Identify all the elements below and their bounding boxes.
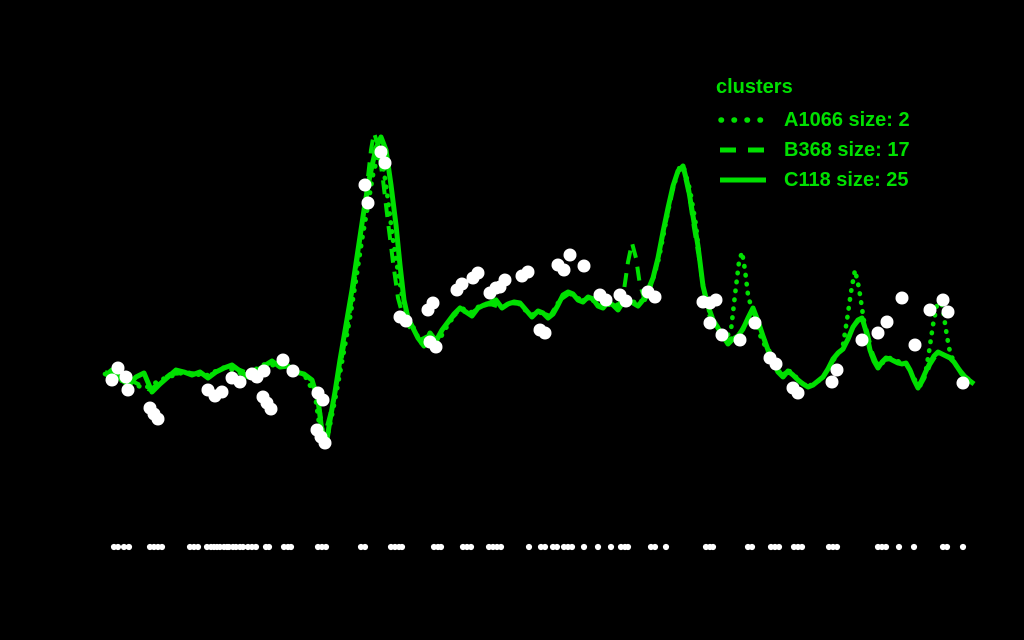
data-point-marker [105, 373, 119, 387]
data-point-marker [923, 303, 937, 317]
data-point-marker [599, 293, 613, 307]
data-point-marker [521, 265, 535, 279]
data-point-marker [426, 296, 440, 310]
rug-dot [607, 543, 615, 551]
rug-dot [624, 543, 632, 551]
rug-dot [398, 543, 406, 551]
rug-dot [265, 543, 273, 551]
data-point-marker [941, 305, 955, 319]
data-point-marker [855, 333, 869, 347]
legend-label-c118: C118 size: 25 [784, 168, 909, 191]
solid-line-key-icon [720, 177, 766, 183]
data-point-marker [215, 385, 229, 399]
data-point-marker [715, 328, 729, 342]
data-point-marker [956, 376, 970, 390]
rug-dot [775, 543, 783, 551]
data-point-marker [121, 383, 135, 397]
data-point-marker [455, 277, 469, 291]
data-point-marker [769, 357, 783, 371]
legend-entry-c118: C118 size: 25 [716, 165, 910, 195]
data-point-marker [498, 273, 512, 287]
data-point-marker [471, 266, 485, 280]
data-point-marker [619, 294, 633, 308]
data-point-marker [895, 291, 909, 305]
data-point-marker [880, 315, 894, 329]
data-point-marker [361, 196, 375, 210]
rug-dot [125, 543, 133, 551]
rug-dot [437, 543, 445, 551]
rug-dot [833, 543, 841, 551]
rug-dot [662, 543, 670, 551]
rug-dot [651, 543, 659, 551]
data-point-marker [233, 375, 247, 389]
rug-dot [120, 543, 128, 551]
rug-dot [525, 543, 533, 551]
data-point-marker [276, 353, 290, 367]
data-point-marker [733, 333, 747, 347]
legend-label-b368: B368 size: 17 [784, 138, 910, 161]
rug-dot [497, 543, 505, 551]
data-point-marker [825, 375, 839, 389]
rug-dot [252, 543, 260, 551]
data-point-marker [318, 436, 332, 450]
legend-title: clusters [716, 76, 793, 98]
rug-dot [594, 543, 602, 551]
data-point-marker [936, 293, 950, 307]
data-point-marker [316, 393, 330, 407]
data-point-marker [830, 363, 844, 377]
data-point-marker [538, 326, 552, 340]
rug-dot [114, 543, 122, 551]
data-point-marker [378, 156, 392, 170]
data-point-marker [908, 338, 922, 352]
rug-dot [287, 543, 295, 551]
legend-entry-b368: B368 size: 17 [716, 135, 910, 165]
legend-entry-a1066: A1066 size: 2 [716, 105, 910, 135]
data-point-marker [429, 340, 443, 354]
data-point-marker [374, 145, 388, 159]
data-point-marker [264, 402, 278, 416]
rug-dot [239, 543, 247, 551]
rug-dot [580, 543, 588, 551]
rug-dot [895, 543, 903, 551]
rug-dot [748, 543, 756, 551]
rug-dot [910, 543, 918, 551]
data-point-marker [871, 326, 885, 340]
rug-dot [959, 543, 967, 551]
dotted-line-key-icon [718, 117, 769, 123]
rug-dot [194, 543, 202, 551]
rug-dot [709, 543, 717, 551]
rug-dot [361, 543, 369, 551]
rug-dot [322, 543, 330, 551]
data-point-marker [358, 178, 372, 192]
rug-dot [541, 543, 549, 551]
data-point-marker [563, 248, 577, 262]
data-point-marker [648, 290, 662, 304]
data-point-marker [257, 364, 271, 378]
rug-dot [943, 543, 951, 551]
data-point-marker [577, 259, 591, 273]
data-point-marker [748, 316, 762, 330]
data-point-marker [119, 370, 133, 384]
data-point-marker [151, 412, 165, 426]
rug-dot [882, 543, 890, 551]
rug-dot [553, 543, 561, 551]
data-point-marker [111, 361, 125, 375]
chart-legend: clusters A1066 size: 2 B368 size: 17 C11… [716, 76, 910, 195]
rug-dot [568, 543, 576, 551]
rug-dot [798, 543, 806, 551]
data-point-marker [791, 386, 805, 400]
data-point-marker [703, 316, 717, 330]
series-line-dotted [102, 152, 977, 451]
data-point-marker [709, 293, 723, 307]
rug-dot [158, 543, 166, 551]
data-point-marker [286, 364, 300, 378]
dashed-line-key-icon [720, 147, 766, 153]
legend-label-a1066: A1066 size: 2 [784, 108, 910, 131]
rug-dot [467, 543, 475, 551]
data-point-marker [399, 314, 413, 328]
data-point-marker [557, 263, 571, 277]
